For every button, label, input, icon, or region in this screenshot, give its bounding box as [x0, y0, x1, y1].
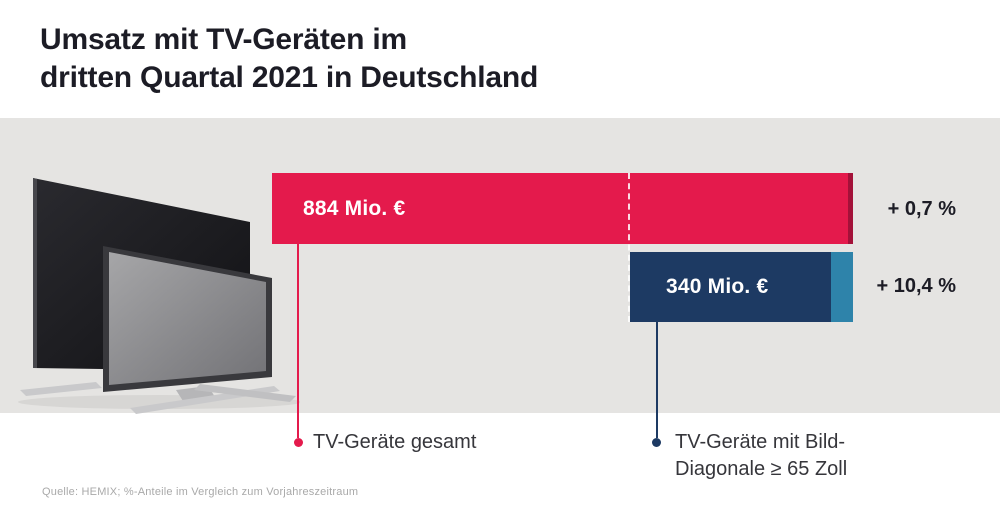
subset-divider-line: [628, 173, 630, 322]
bar-edge-light-blue: [831, 252, 853, 322]
tv-small-screen: [109, 252, 266, 385]
connector-dot-65plus: [652, 438, 661, 447]
tv-illustration: [18, 178, 300, 414]
legend-label-65plus: TV-Geräte mit Bild- Diagonale ≥ 65 Zoll: [675, 431, 848, 480]
bar-edge-dark-red: [848, 173, 853, 244]
pct-change-total: + 0,7 %: [887, 198, 956, 220]
page-title: Umsatz mit TV-Geräten im dritten Quartal…: [40, 21, 538, 97]
bar-value-total: 884 Mio. €: [303, 196, 406, 220]
page-title-line2: dritten Quartal 2021 in Deutschland: [40, 61, 539, 94]
bar-value-65plus: 340 Mio. €: [666, 275, 769, 298]
bar-tv-total: 884 Mio. €: [272, 173, 853, 244]
bar-tv-65plus: 340 Mio. €: [630, 252, 853, 322]
connector-line-total: [297, 244, 299, 438]
connector-dot-total: [294, 438, 303, 447]
source-note: Quelle: HEMIX; %-Anteile im Vergleich zu…: [42, 486, 359, 498]
pct-change-65plus: + 10,4 %: [876, 275, 956, 297]
tv-small-stand-foot-right: [194, 384, 296, 402]
connector-line-65plus: [656, 322, 658, 438]
tv-large-stand-foot: [20, 382, 102, 396]
tv-large-bezel-edge: [33, 178, 37, 368]
legend-label-total: TV-Geräte gesamt: [313, 431, 477, 453]
page-title-line1: Umsatz mit TV-Geräten im: [40, 23, 407, 56]
